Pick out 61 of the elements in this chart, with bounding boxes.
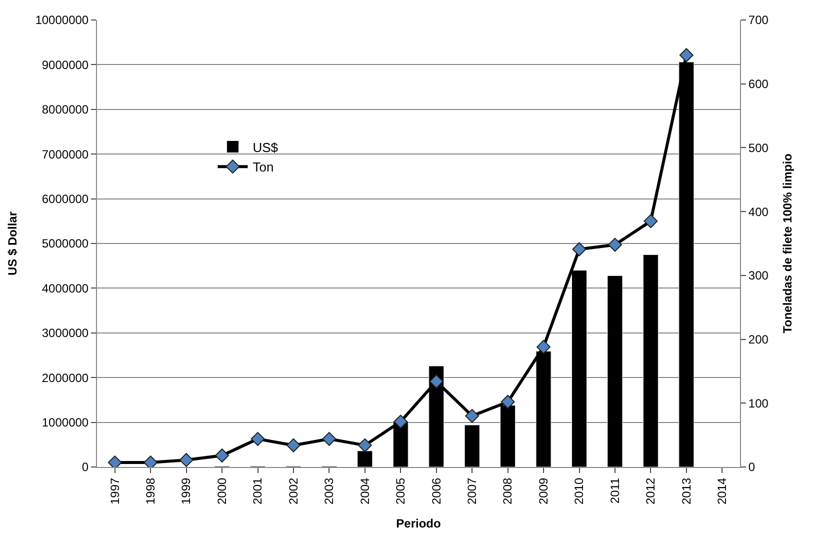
- point: [358, 438, 372, 452]
- bar: [607, 275, 623, 467]
- x-axis-title: Periodo: [396, 516, 441, 530]
- y2-tick-label: 200: [748, 332, 769, 346]
- bar: [464, 424, 480, 467]
- y-tick-label: 10000000: [35, 13, 89, 28]
- y2-tick-label: 700: [748, 13, 769, 28]
- x-tick-label: 2002: [286, 477, 300, 505]
- x-tick-label: 2012: [644, 477, 658, 505]
- x-tick-label: 2007: [464, 477, 479, 505]
- point: [286, 438, 300, 452]
- y2-tick-label: 400: [748, 204, 769, 219]
- point: [679, 48, 694, 62]
- y-axis-title: US $ Dollar: [6, 211, 20, 276]
- x-tick-label: 2008: [500, 477, 515, 505]
- point: [215, 448, 230, 463]
- x-tick-label: 2003: [322, 477, 336, 505]
- point: [536, 340, 551, 354]
- point: [394, 414, 408, 429]
- y-tick-label: 1000000: [42, 416, 89, 430]
- x-tick-label: 2001: [250, 477, 265, 505]
- x-tick-label: 2014: [715, 477, 730, 505]
- y-tick-label: 7000000: [42, 147, 89, 162]
- x-tick-label: 2009: [536, 477, 550, 505]
- y-tick-label: 6000000: [42, 192, 89, 206]
- point: [250, 432, 265, 446]
- point: [644, 214, 658, 228]
- y-tick-label: 0: [82, 460, 89, 474]
- x-tick-label: 2004: [358, 477, 372, 505]
- point: [500, 394, 515, 409]
- y-tick-label: 8000000: [42, 102, 89, 117]
- y2-tick-label: 600: [748, 77, 769, 92]
- x-tick-label: 2006: [429, 477, 444, 505]
- legend-label: Ton: [252, 160, 274, 175]
- y2-tick-label: 300: [748, 268, 769, 283]
- legend-label: US$: [252, 140, 279, 155]
- y2-axis-title: Toneladas de filete 100% limpio: [780, 154, 795, 334]
- point: [608, 238, 622, 252]
- y2-tick-label: 0: [748, 460, 756, 474]
- point: [465, 408, 480, 423]
- y-tick-label: 9000000: [42, 58, 89, 72]
- x-tick-label: 1998: [143, 477, 158, 505]
- y-tick-label: 3000000: [42, 326, 89, 340]
- x-tick-label: 1997: [108, 477, 122, 505]
- x-tick-label: 2000: [214, 477, 229, 505]
- x-tick-label: 1999: [179, 477, 194, 505]
- y2-tick-label: 500: [748, 140, 769, 155]
- point: [572, 242, 586, 256]
- y-tick-label: 5000000: [42, 236, 89, 251]
- point: [322, 432, 336, 446]
- point: [429, 374, 444, 388]
- y-tick-label: 2000000: [42, 370, 89, 385]
- bar: [357, 450, 373, 467]
- bar: [642, 254, 658, 467]
- x-tick-label: 2005: [394, 477, 408, 505]
- x-tick-label: 2013: [679, 477, 694, 505]
- x-tick-label: 2011: [608, 477, 622, 504]
- point: [179, 452, 194, 467]
- y-tick-label: 4000000: [42, 281, 89, 296]
- x-tick-label: 2010: [572, 477, 586, 505]
- y2-tick-label: 100: [748, 396, 769, 410]
